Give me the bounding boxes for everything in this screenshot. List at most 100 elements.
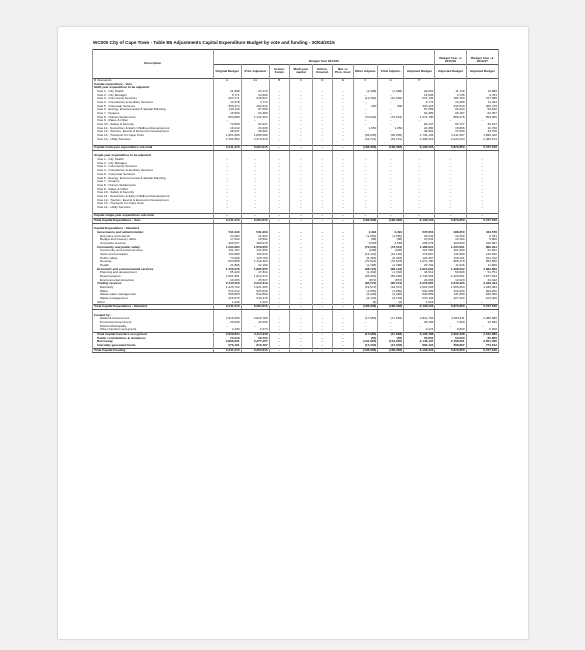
cell-value: – [465, 119, 500, 124]
cell-value: 5,879,850 [434, 347, 467, 354]
cell-value: – [332, 198, 354, 203]
cell-value: – [332, 172, 354, 177]
cell-value: – [332, 101, 354, 105]
table-row: District Municipality – – – – – – – – – – – [92, 324, 500, 329]
cell-value [332, 154, 354, 159]
cell-value: – [332, 331, 354, 337]
cell-value: – [268, 112, 291, 116]
cell-value: – [332, 282, 354, 286]
cell-value [465, 223, 500, 228]
cell-value: – [332, 158, 354, 162]
cell-value: – [465, 300, 500, 305]
table-row: Total Capital Funding 6,211,215 6,294,615–… [92, 347, 500, 354]
cell-value: 11,394 [465, 101, 500, 105]
table-row: Vote 1 - City Health 21,868 22,170– – – – (1,3… [92, 90, 500, 94]
cell-value: – [465, 183, 500, 188]
table-row: Borrowing 2,895,931 2,277,157– – – – (131,025)… [92, 340, 500, 345]
cell-value: 6,000 [465, 328, 500, 333]
cell-value: – [332, 267, 354, 272]
cell-value: – [332, 191, 354, 195]
cell-value: – [332, 340, 354, 345]
cell-value: – [332, 165, 354, 170]
table-row: Water 513,212 503,639– – – – (1,050) (1,050) 502… [92, 289, 500, 294]
table-row: Vote 4 - Compliance & Auxiliary Services… [92, 101, 500, 105]
table-row: Vote 8 - Human Settlements – – – – – – – – – – – [92, 183, 500, 188]
cell-value [268, 141, 291, 146]
cell-value: 5,727,190 [465, 347, 500, 354]
cell-value: – [332, 289, 354, 294]
cell-value: – [268, 158, 291, 162]
table-row: Vote 6 - Energy, Environmental & Spatial… [92, 108, 500, 113]
cell-value: – [268, 282, 291, 286]
cell-value [268, 227, 291, 231]
cell-value: – [332, 278, 354, 283]
cell-value [465, 150, 500, 155]
cell-value: 16,700 [465, 126, 500, 131]
cell-value: 11,809 [465, 263, 500, 268]
table-row: Public contributions & donations 73,019 50… [92, 336, 500, 341]
cell-value [268, 150, 291, 155]
table-row: Waste water management 555,899 542,899– – – –… [92, 293, 500, 297]
cell-value: – [332, 230, 354, 235]
cell-value: 5,727,190 [465, 145, 500, 151]
cell-value: 309,200 [465, 289, 500, 294]
cell-value: – [268, 263, 291, 268]
table-row: Vote 2 - City Manager – – – – – – – – – – – [92, 161, 500, 166]
cell-value [465, 86, 500, 91]
table-row: Community and public safety 1,233,384 1,55… [92, 245, 500, 250]
cell-value: 774,612 [465, 344, 500, 349]
cell-value: – [268, 126, 291, 131]
table-row [92, 223, 500, 228]
cell-value: – [332, 112, 354, 116]
table-row: Vote 3 - Community Services 203,771 249,53… [92, 97, 500, 102]
cell-value: – [268, 245, 291, 250]
table-row: Road transport 1,501,561 1,812,574– – – – (65,… [92, 274, 500, 279]
cell-value: – [332, 336, 354, 341]
cell-value: – [465, 191, 500, 195]
cell-value: – [332, 234, 354, 239]
cell-value: – [332, 256, 354, 261]
cell-value: – [268, 115, 291, 120]
cell-value: – [332, 263, 354, 268]
cell-value: – [332, 126, 354, 131]
cell-value: – [465, 324, 500, 329]
cell-value: 434,578 [465, 230, 500, 235]
table-row: Electricity 1,225,722 1,021,605– – – – (19,572… [92, 285, 500, 290]
cell-value: – [268, 267, 291, 272]
table-row: Vote 5 - Corporate Services 359,474 292,91… [92, 104, 500, 109]
table-row: Housing 864,885 1,142,304– – – – (70,524) (70,5… [92, 260, 500, 264]
cell-value: – [268, 198, 291, 203]
cell-value: 9,781 [465, 234, 500, 239]
cell-value: – [268, 260, 291, 264]
cell-value: (166,393) [377, 347, 405, 354]
cell-value: – [268, 238, 291, 242]
cell-value: – [268, 176, 291, 181]
cell-value: – [268, 217, 291, 224]
column-header: Adjusted Budget [465, 63, 500, 79]
column-header: Multi-year capital [289, 63, 313, 79]
cell-value: – [332, 205, 354, 210]
cell-value: – [268, 293, 291, 297]
column-header: Other Adjusts. [352, 63, 379, 79]
capital-expenditure-table: Description Budget Year 2014/15 Budget Y… [92, 49, 500, 354]
table-row: Funded by: [92, 313, 500, 318]
cell-value: 142,816 [465, 252, 500, 257]
cell-value: – [268, 161, 291, 166]
table-row: Waste management 415,675 243,476– – – – (6,133… [92, 296, 500, 301]
cell-value: – [268, 331, 291, 337]
cell-value: – [332, 134, 354, 138]
table-row: Vote 6 - Energy, Environmental & Spatial… [92, 176, 500, 181]
cell-value: – [311, 347, 334, 354]
table-row: Community and social services 101,167 121,… [92, 249, 500, 253]
cell-value: – [332, 180, 354, 184]
table-row: Health 21,866 22,190– – – – (1,398) (1,398) 20,7… [92, 263, 500, 268]
table-row: Vote 5 - Corporate Services – – – – – – – – – – – [92, 172, 500, 177]
cell-value: 6,128,223 [403, 347, 436, 354]
cell-value: 33,700 [465, 130, 500, 135]
cell-value: – [332, 249, 354, 253]
column-header: Prior Adjusted [240, 63, 270, 79]
column-header: Unfore. Unavoid. [311, 63, 334, 79]
table-row: Total Capital transfers recognised 2,559,… [92, 331, 500, 337]
cell-value: – [268, 300, 291, 305]
cell-value: – [268, 97, 291, 102]
